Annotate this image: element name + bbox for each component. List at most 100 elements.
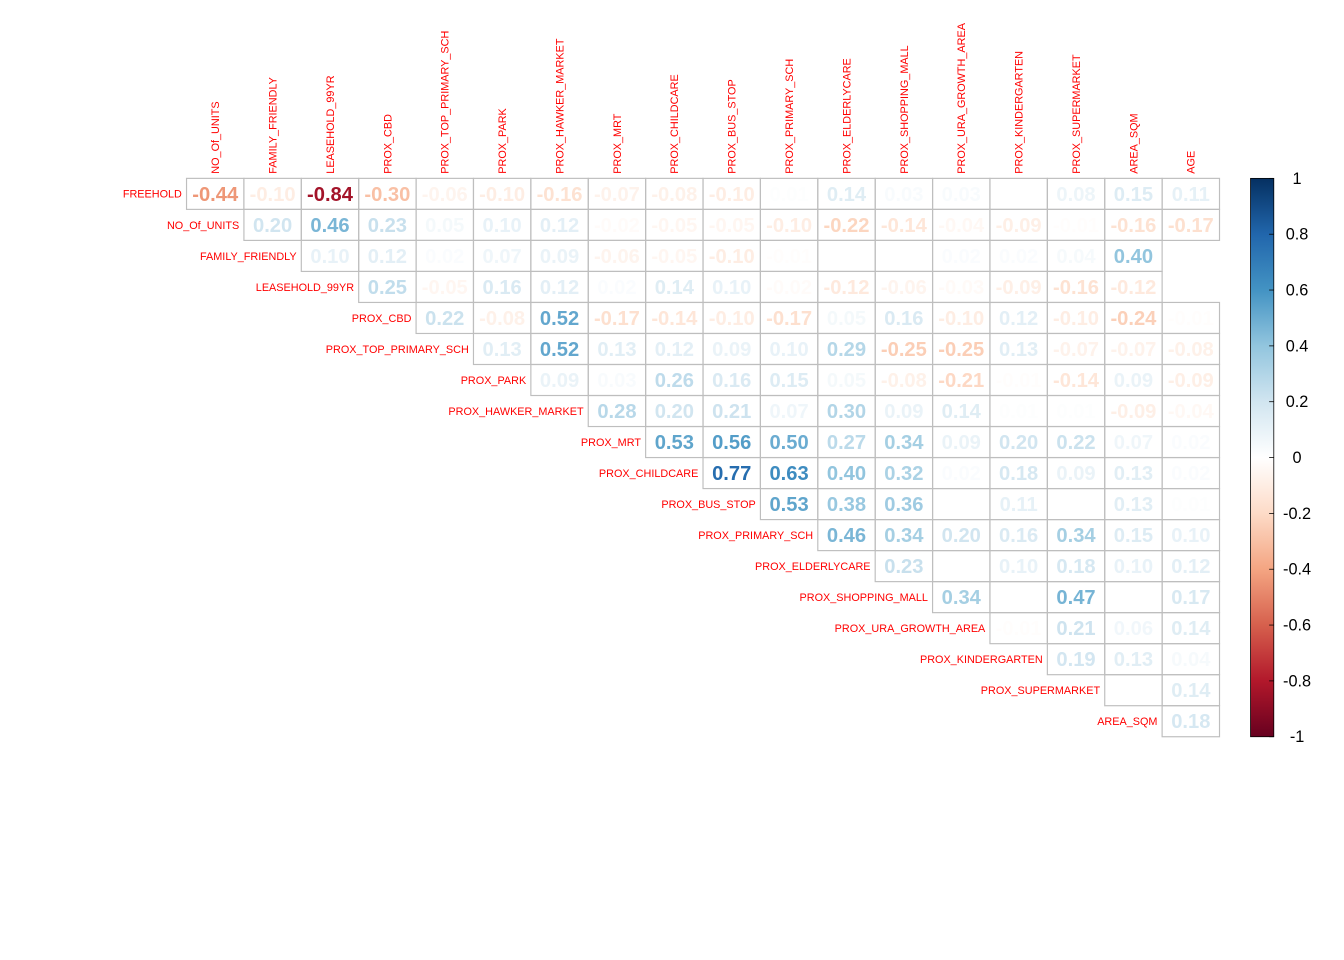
row-label: PROX_SUPERMARKET: [981, 685, 1101, 697]
cell-value: -0.30: [364, 184, 410, 206]
cell-value: -0.05: [709, 215, 755, 237]
column-label: PROX_CHILDCARE: [669, 74, 681, 173]
cell-value: -0.01: [1053, 215, 1099, 237]
cell-value: 0.12: [1171, 556, 1210, 578]
cell-value: -0.06: [594, 246, 640, 268]
cell-value: 0.10: [483, 215, 522, 237]
cell-value: 0.16: [483, 277, 522, 299]
cell-value: 0.40: [827, 463, 866, 485]
cell-value: 0.09: [540, 370, 579, 392]
column-label: PROX_SUPERMARKET: [1071, 54, 1083, 174]
grid-layer: [185, 177, 1221, 738]
column-labels: NO_Of_UNITS FAMILY_FRIENDLY LEASEHOLD_99YR…: [210, 22, 1198, 173]
cell-value: 0.23: [368, 215, 407, 237]
row-label: FREEHOLD: [123, 189, 182, 201]
column-label: PROX_BUS_STOP: [727, 79, 739, 173]
cell-value: 0.16: [884, 308, 923, 330]
cell-value: -0.09: [1168, 370, 1214, 392]
column-label: AREA_SQM: [1128, 113, 1140, 173]
column-label: FAMILY_FRIENDLY: [267, 77, 279, 174]
cell-value: 0.16: [999, 525, 1038, 547]
cell-value: 0.00: [942, 556, 981, 578]
cell-value: 0.02: [1171, 432, 1210, 454]
cell-value: -0.04: [1168, 401, 1215, 423]
cell-value: 0.06: [1114, 618, 1153, 640]
legend-tick-label: -0.8: [1283, 672, 1311, 690]
cell-value: 0.21: [712, 401, 751, 423]
cell-value: 0.21: [1056, 618, 1095, 640]
legend-tick-label: 0.6: [1286, 281, 1309, 299]
cell-value: -0.21: [938, 370, 984, 392]
cell-value: 0.14: [1171, 618, 1211, 640]
cell-value: 0.20: [253, 215, 292, 237]
row-label: FAMILY_FRIENDLY: [200, 251, 297, 263]
cell-value: -0.17: [766, 308, 812, 330]
cell-value: -0.07: [1110, 339, 1156, 361]
cell-value: 0.18: [1171, 711, 1210, 733]
cell-value: 0.02: [942, 463, 981, 485]
cell-value: 0.14: [1171, 680, 1211, 702]
cell-value: 0.00: [1114, 680, 1153, 702]
cell-value: 0.16: [712, 370, 751, 392]
cell-value: 0.13: [1114, 649, 1153, 671]
cell-value: 0.09: [1114, 370, 1153, 392]
row-label: PROX_PARK: [461, 375, 527, 387]
cell-value: 0.09: [1056, 463, 1095, 485]
cell-value: -0.16: [1110, 215, 1156, 237]
cell-value: 0.18: [1056, 556, 1095, 578]
matrix-cell: [1161, 705, 1221, 738]
row-label: PROX_TOP_PRIMARY_SCH: [326, 344, 469, 356]
cell-value: 0.08: [1056, 184, 1095, 206]
cell-value: 0.09: [942, 432, 981, 454]
cell-value: 0.17: [1171, 587, 1210, 609]
cell-value: 0.13: [1114, 494, 1153, 516]
legend-tick-label: 0.8: [1286, 226, 1309, 244]
column-label: LEASEHOLD_99YR: [325, 75, 337, 173]
cell-value: 0.03: [942, 184, 981, 206]
column-label: PROX_KINDERGARTEN: [1014, 51, 1026, 174]
cell-value: 0.13: [1114, 463, 1153, 485]
column-label: PROX_SHOPPING_MALL: [899, 45, 911, 173]
cell-value: 0.15: [1114, 525, 1153, 547]
cell-value: 0.53: [655, 432, 694, 454]
cell-value: -0.09: [996, 277, 1042, 299]
cell-value: -0.05: [651, 215, 697, 237]
cell-value: 0.01: [1056, 401, 1095, 423]
cell-value: -0.10: [250, 184, 296, 206]
cell-value: 0.14: [655, 277, 695, 299]
legend-tick-label: -0.4: [1283, 561, 1311, 579]
row-label: PROX_CHILDCARE: [599, 468, 698, 480]
cell-value: -0.25: [881, 339, 927, 361]
cell-value: 0.04: [1056, 246, 1096, 268]
cell-value: 0.52: [540, 308, 579, 330]
cell-value: 0.28: [597, 401, 636, 423]
cell-value: 0.00: [999, 184, 1038, 206]
cell-value: -0.10: [766, 215, 812, 237]
cell-value: -0.24: [1110, 308, 1157, 330]
cell-value: 0.01: [999, 401, 1038, 423]
cell-value: -0.01: [996, 370, 1042, 392]
cell-value: 0.10: [712, 277, 751, 299]
cell-value: 0.10: [999, 556, 1038, 578]
legend-tick-label: -0.6: [1283, 616, 1311, 634]
cell-value: 0.12: [540, 215, 579, 237]
column-label: NO_Of_UNITS: [210, 101, 222, 173]
cell-value: 0.00: [1114, 587, 1153, 609]
cell-value: 0.04: [1171, 649, 1211, 671]
cell-value: 0.05: [425, 215, 464, 237]
cell-value: -0.10: [938, 308, 984, 330]
cell-value: 0.03: [597, 370, 636, 392]
cell-value: 0.29: [827, 339, 866, 361]
cell-value: 0.11: [1172, 184, 1210, 206]
column-label: PROX_HAWKER_MARKET: [554, 38, 566, 174]
cell-value: 0.52: [540, 339, 579, 361]
cell-value: -0.22: [824, 215, 870, 237]
cell-value: 0.12: [655, 339, 694, 361]
cell-value: -0.16: [1053, 277, 1099, 299]
cell-value: 0.00: [942, 494, 981, 516]
column-label: AGE: [1186, 151, 1198, 174]
row-label: PROX_BUS_STOP: [661, 499, 755, 511]
cell-value: 0.20: [655, 401, 694, 423]
cell-value: 0.11: [1000, 494, 1038, 516]
cell-value: -0.06: [881, 277, 927, 299]
